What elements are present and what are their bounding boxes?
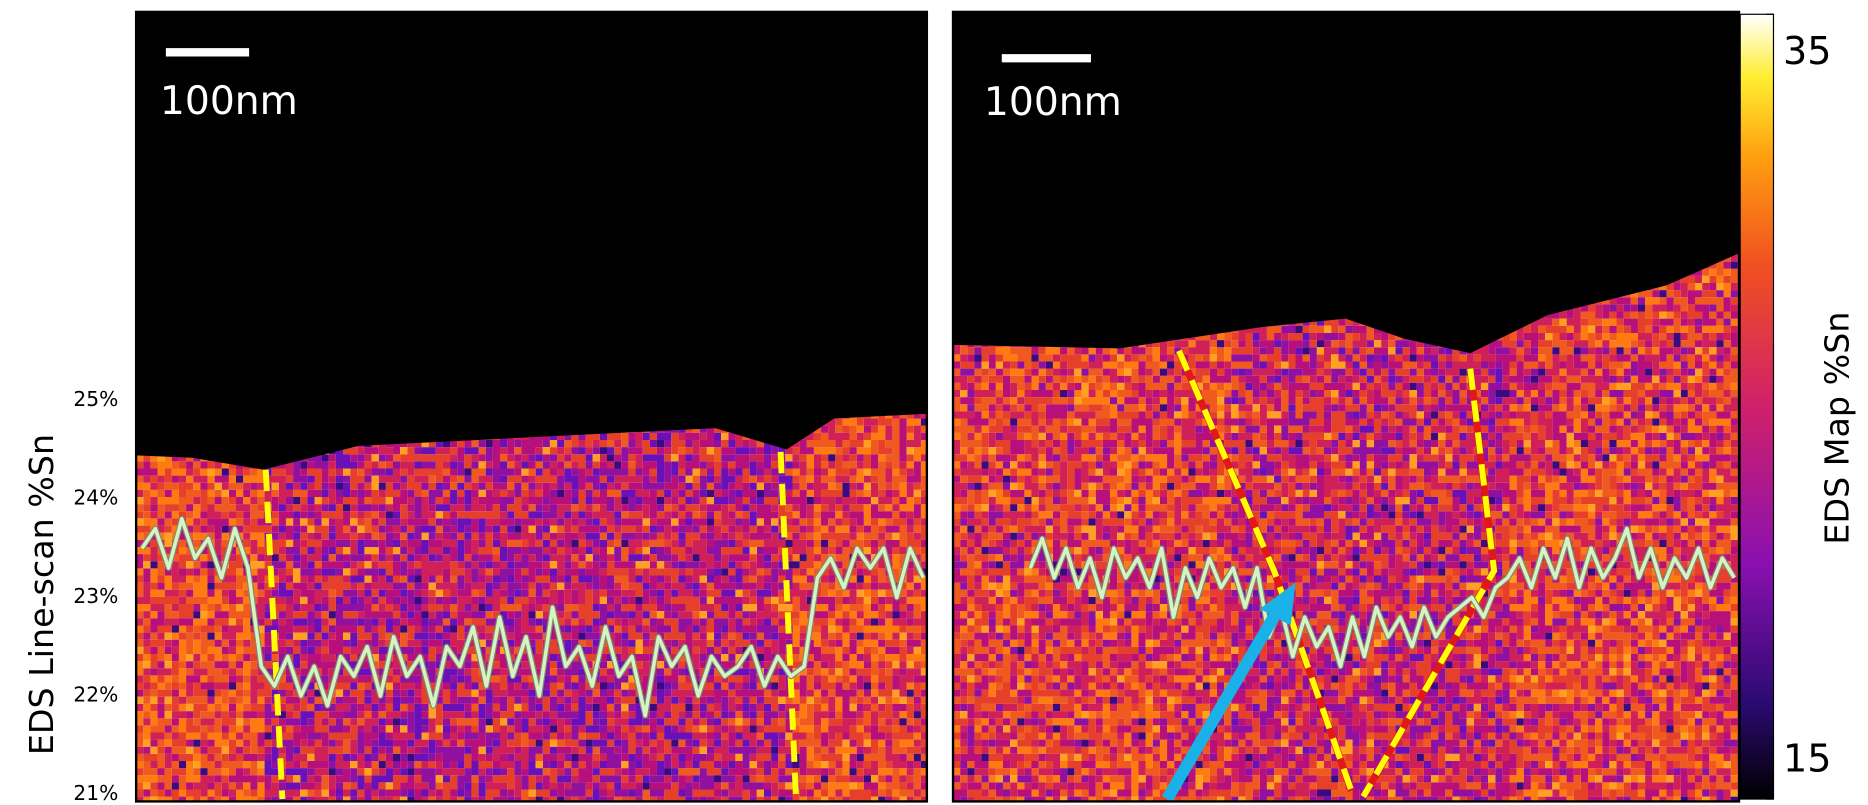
y-tick-label: 23% [73, 584, 118, 608]
scale-bar-label: 100nm [160, 79, 298, 124]
y-tick-label: 21% [73, 781, 118, 805]
colorbar-tick-label: 15 [1783, 737, 1831, 781]
boundary-line [1176, 349, 1355, 792]
map-pixels [953, 11, 1739, 802]
vacuum-right [953, 11, 1739, 354]
scale-bar-label: 100nm [984, 80, 1122, 125]
map-pixels [953, 11, 1739, 802]
y-axis-label: EDS Line-scan %Sn [22, 434, 61, 755]
line-scans [139, 515, 1737, 719]
colorbar [1739, 13, 1775, 800]
line-scan [140, 517, 925, 718]
y-tick-label: 25% [73, 387, 118, 411]
colorbar-tick-label: 35 [1783, 29, 1831, 73]
boundary-line [777, 451, 800, 800]
vacuum-left [136, 11, 927, 470]
map-pixels [136, 11, 927, 802]
y-tick-label: 24% [73, 486, 118, 510]
panel-frame [134, 10, 929, 803]
y-tick-label: 22% [73, 682, 118, 706]
arrow-head [1259, 582, 1296, 626]
map-pixels [136, 11, 927, 802]
grain-boundaries [262, 349, 1498, 800]
map-pixels [953, 11, 1739, 802]
boundary-line [1360, 368, 1498, 799]
arrow-shaft [1161, 609, 1282, 803]
panel-frame [951, 10, 1741, 803]
map-pixels [264, 11, 793, 802]
line-scan [1028, 526, 1736, 669]
colorbar-label: EDS Map %Sn [1817, 312, 1856, 545]
boundary-line [262, 469, 286, 800]
